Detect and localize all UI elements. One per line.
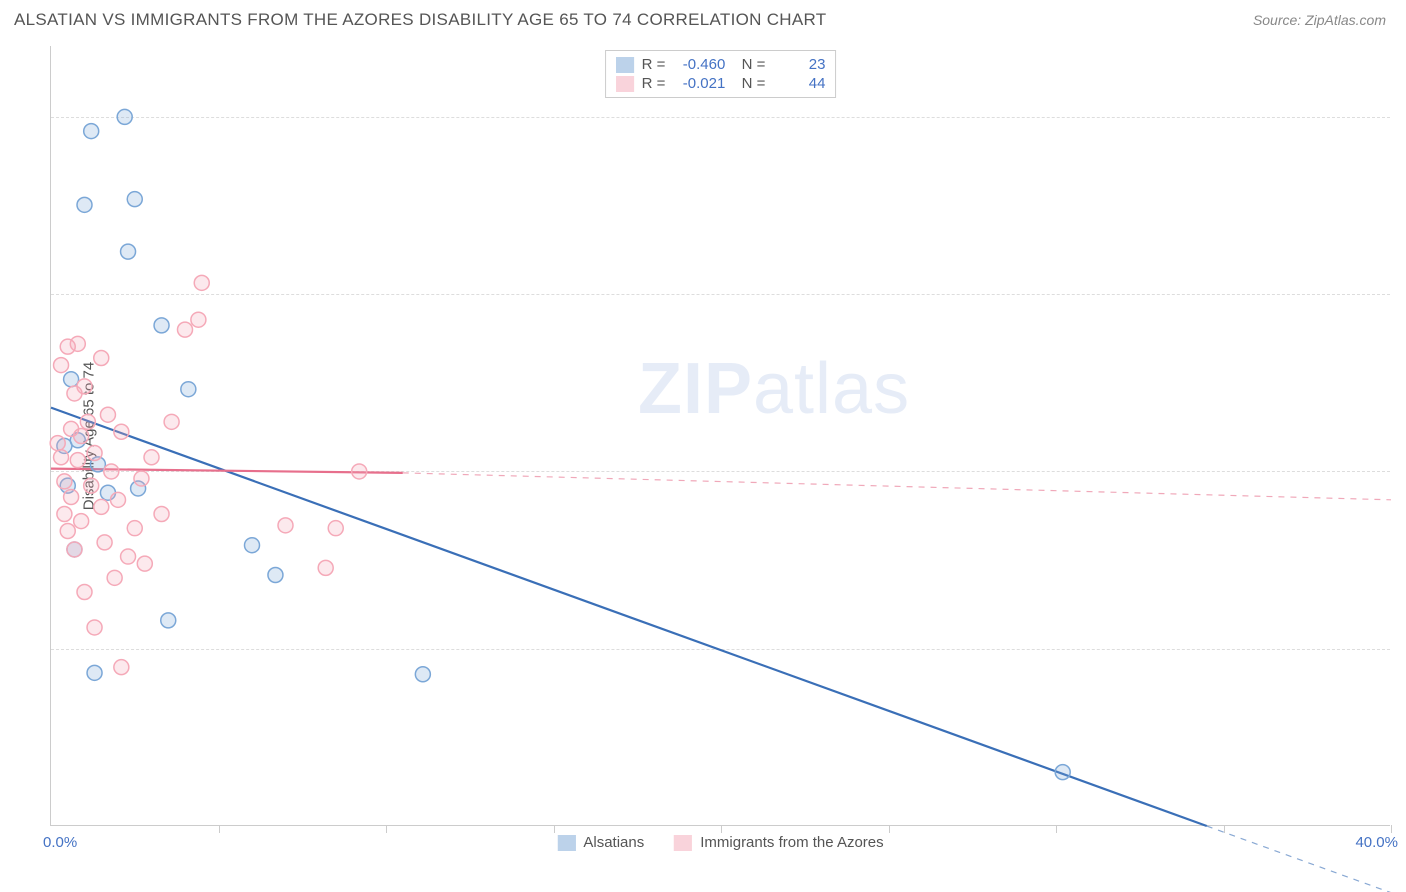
y-tick-label: 37.5%	[1395, 286, 1406, 303]
legend-row-azores: R = -0.021 N = 44	[616, 74, 826, 93]
source-label: Source: ZipAtlas.com	[1253, 12, 1386, 28]
header: ALSATIAN VS IMMIGRANTS FROM THE AZORES D…	[0, 0, 1406, 36]
y-tick-label: 50.0%	[1395, 108, 1406, 125]
r-value-azores: -0.021	[673, 75, 725, 92]
swatch-alsatians	[616, 57, 634, 73]
chart-area: Disability Age 65 to 74 ZIPatlas 12.5%25…	[50, 46, 1390, 826]
swatch-azores-b	[674, 835, 692, 851]
n-value-alsatians: 23	[773, 56, 825, 73]
legend-top: R = -0.460 N = 23 R = -0.021 N = 44	[605, 50, 837, 98]
legend-item-alsatians: Alsatians	[557, 834, 644, 851]
swatch-azores	[616, 76, 634, 92]
x-origin-label: 0.0%	[43, 834, 77, 851]
legend-row-alsatians: R = -0.460 N = 23	[616, 55, 826, 74]
y-tick-label: 25.0%	[1395, 463, 1406, 480]
r-value-alsatians: -0.460	[673, 56, 725, 73]
n-value-azores: 44	[773, 75, 825, 92]
chart-title: ALSATIAN VS IMMIGRANTS FROM THE AZORES D…	[14, 10, 826, 30]
legend-bottom: Alsatians Immigrants from the Azores	[557, 834, 883, 851]
scatter-plot	[51, 46, 1390, 825]
swatch-alsatians-b	[557, 835, 575, 851]
y-tick-label: 12.5%	[1395, 640, 1406, 657]
legend-item-azores: Immigrants from the Azores	[674, 834, 883, 851]
x-max-label: 40.0%	[1355, 834, 1398, 851]
